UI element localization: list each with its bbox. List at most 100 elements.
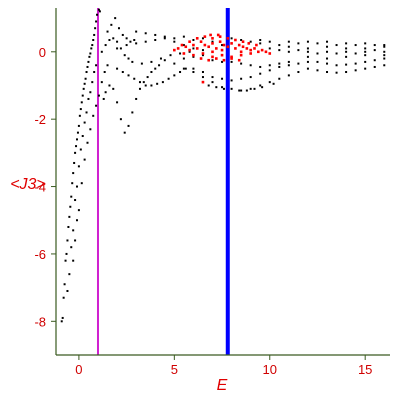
red-data-point <box>211 37 214 40</box>
black-data-point <box>142 81 145 84</box>
black-data-point <box>373 65 376 68</box>
black-data-point <box>138 81 141 84</box>
black-data-point <box>222 87 225 90</box>
black-data-point <box>103 71 106 74</box>
red-data-point <box>216 33 220 37</box>
red-data-point <box>253 47 256 50</box>
black-data-point <box>133 39 136 42</box>
red-data-point <box>237 43 241 47</box>
black-data-point <box>64 259 67 262</box>
red-data-point <box>239 53 243 57</box>
black-data-point <box>316 60 319 63</box>
red-data-point <box>184 45 188 49</box>
black-data-point <box>158 64 161 67</box>
black-data-point <box>354 62 357 65</box>
black-data-point <box>73 161 76 164</box>
x-tick-label: 0 <box>75 362 82 377</box>
black-data-point <box>154 39 157 42</box>
black-data-point <box>121 33 124 36</box>
black-data-point <box>268 40 271 43</box>
black-data-point <box>112 37 115 40</box>
black-data-point <box>123 54 126 57</box>
black-data-point <box>135 30 138 33</box>
black-data-point <box>192 55 195 58</box>
black-data-point <box>66 239 69 242</box>
black-data-point <box>116 47 119 50</box>
black-data-point <box>114 17 117 20</box>
black-data-point <box>116 40 119 43</box>
black-data-point <box>90 47 93 50</box>
red-data-point <box>234 38 237 42</box>
black-data-point <box>77 209 80 212</box>
black-data-point <box>287 45 290 48</box>
black-data-point <box>123 131 126 134</box>
black-data-point <box>150 71 153 74</box>
black-data-point <box>102 97 105 100</box>
black-data-point <box>215 86 218 89</box>
black-data-point <box>184 67 187 70</box>
black-data-point <box>249 76 252 79</box>
red-data-point <box>264 50 268 54</box>
black-data-point <box>100 50 103 53</box>
black-data-point <box>230 87 233 90</box>
black-data-point <box>163 35 166 38</box>
black-data-point <box>201 49 204 52</box>
black-data-point <box>383 44 386 47</box>
black-data-point <box>69 205 72 208</box>
red-data-point <box>203 35 207 38</box>
black-data-point <box>326 40 329 43</box>
black-data-point <box>316 69 319 72</box>
red-data-point <box>218 35 222 38</box>
red-data-point <box>195 37 199 40</box>
black-data-point <box>179 71 182 74</box>
black-data-point <box>119 47 122 50</box>
black-data-point <box>373 49 376 52</box>
black-data-point <box>154 33 157 36</box>
black-data-point <box>74 199 77 202</box>
black-data-point <box>306 50 309 53</box>
black-data-point <box>306 47 309 50</box>
red-data-point <box>226 37 230 40</box>
black-data-point <box>211 81 214 84</box>
red-data-point <box>180 43 184 47</box>
red-data-point <box>211 55 214 59</box>
black-data-point <box>63 283 66 286</box>
black-data-point <box>268 64 271 67</box>
black-data-point <box>297 42 300 45</box>
black-data-point <box>287 64 290 67</box>
black-data-point <box>127 74 130 77</box>
black-data-point <box>287 40 290 43</box>
black-data-point <box>169 54 172 57</box>
red-data-point <box>226 45 230 49</box>
black-data-point <box>61 316 64 319</box>
data-points <box>60 8 386 323</box>
black-data-point <box>182 44 185 47</box>
red-data-point <box>220 53 224 57</box>
black-data-point <box>77 165 80 168</box>
black-data-point <box>192 67 195 70</box>
black-data-point <box>70 195 73 198</box>
black-data-point <box>287 74 290 77</box>
black-data-point <box>85 71 88 74</box>
black-data-point <box>156 82 159 85</box>
black-data-point <box>326 45 329 48</box>
black-data-point <box>278 65 281 68</box>
black-data-point <box>133 77 136 80</box>
black-data-point <box>173 74 176 77</box>
black-data-point <box>86 141 89 144</box>
black-data-point <box>211 76 214 79</box>
black-data-point <box>249 40 252 43</box>
black-data-point <box>89 52 92 55</box>
black-data-point <box>364 50 367 53</box>
black-data-point <box>182 57 185 60</box>
red-data-point <box>209 33 212 37</box>
black-data-point <box>100 81 103 84</box>
black-data-point <box>159 57 162 60</box>
black-data-point <box>92 114 95 117</box>
black-data-point <box>192 47 195 50</box>
red-data-point <box>222 43 226 47</box>
black-data-point <box>335 44 338 47</box>
black-data-point <box>182 67 185 70</box>
black-data-point <box>78 114 81 117</box>
black-data-point <box>94 27 97 30</box>
